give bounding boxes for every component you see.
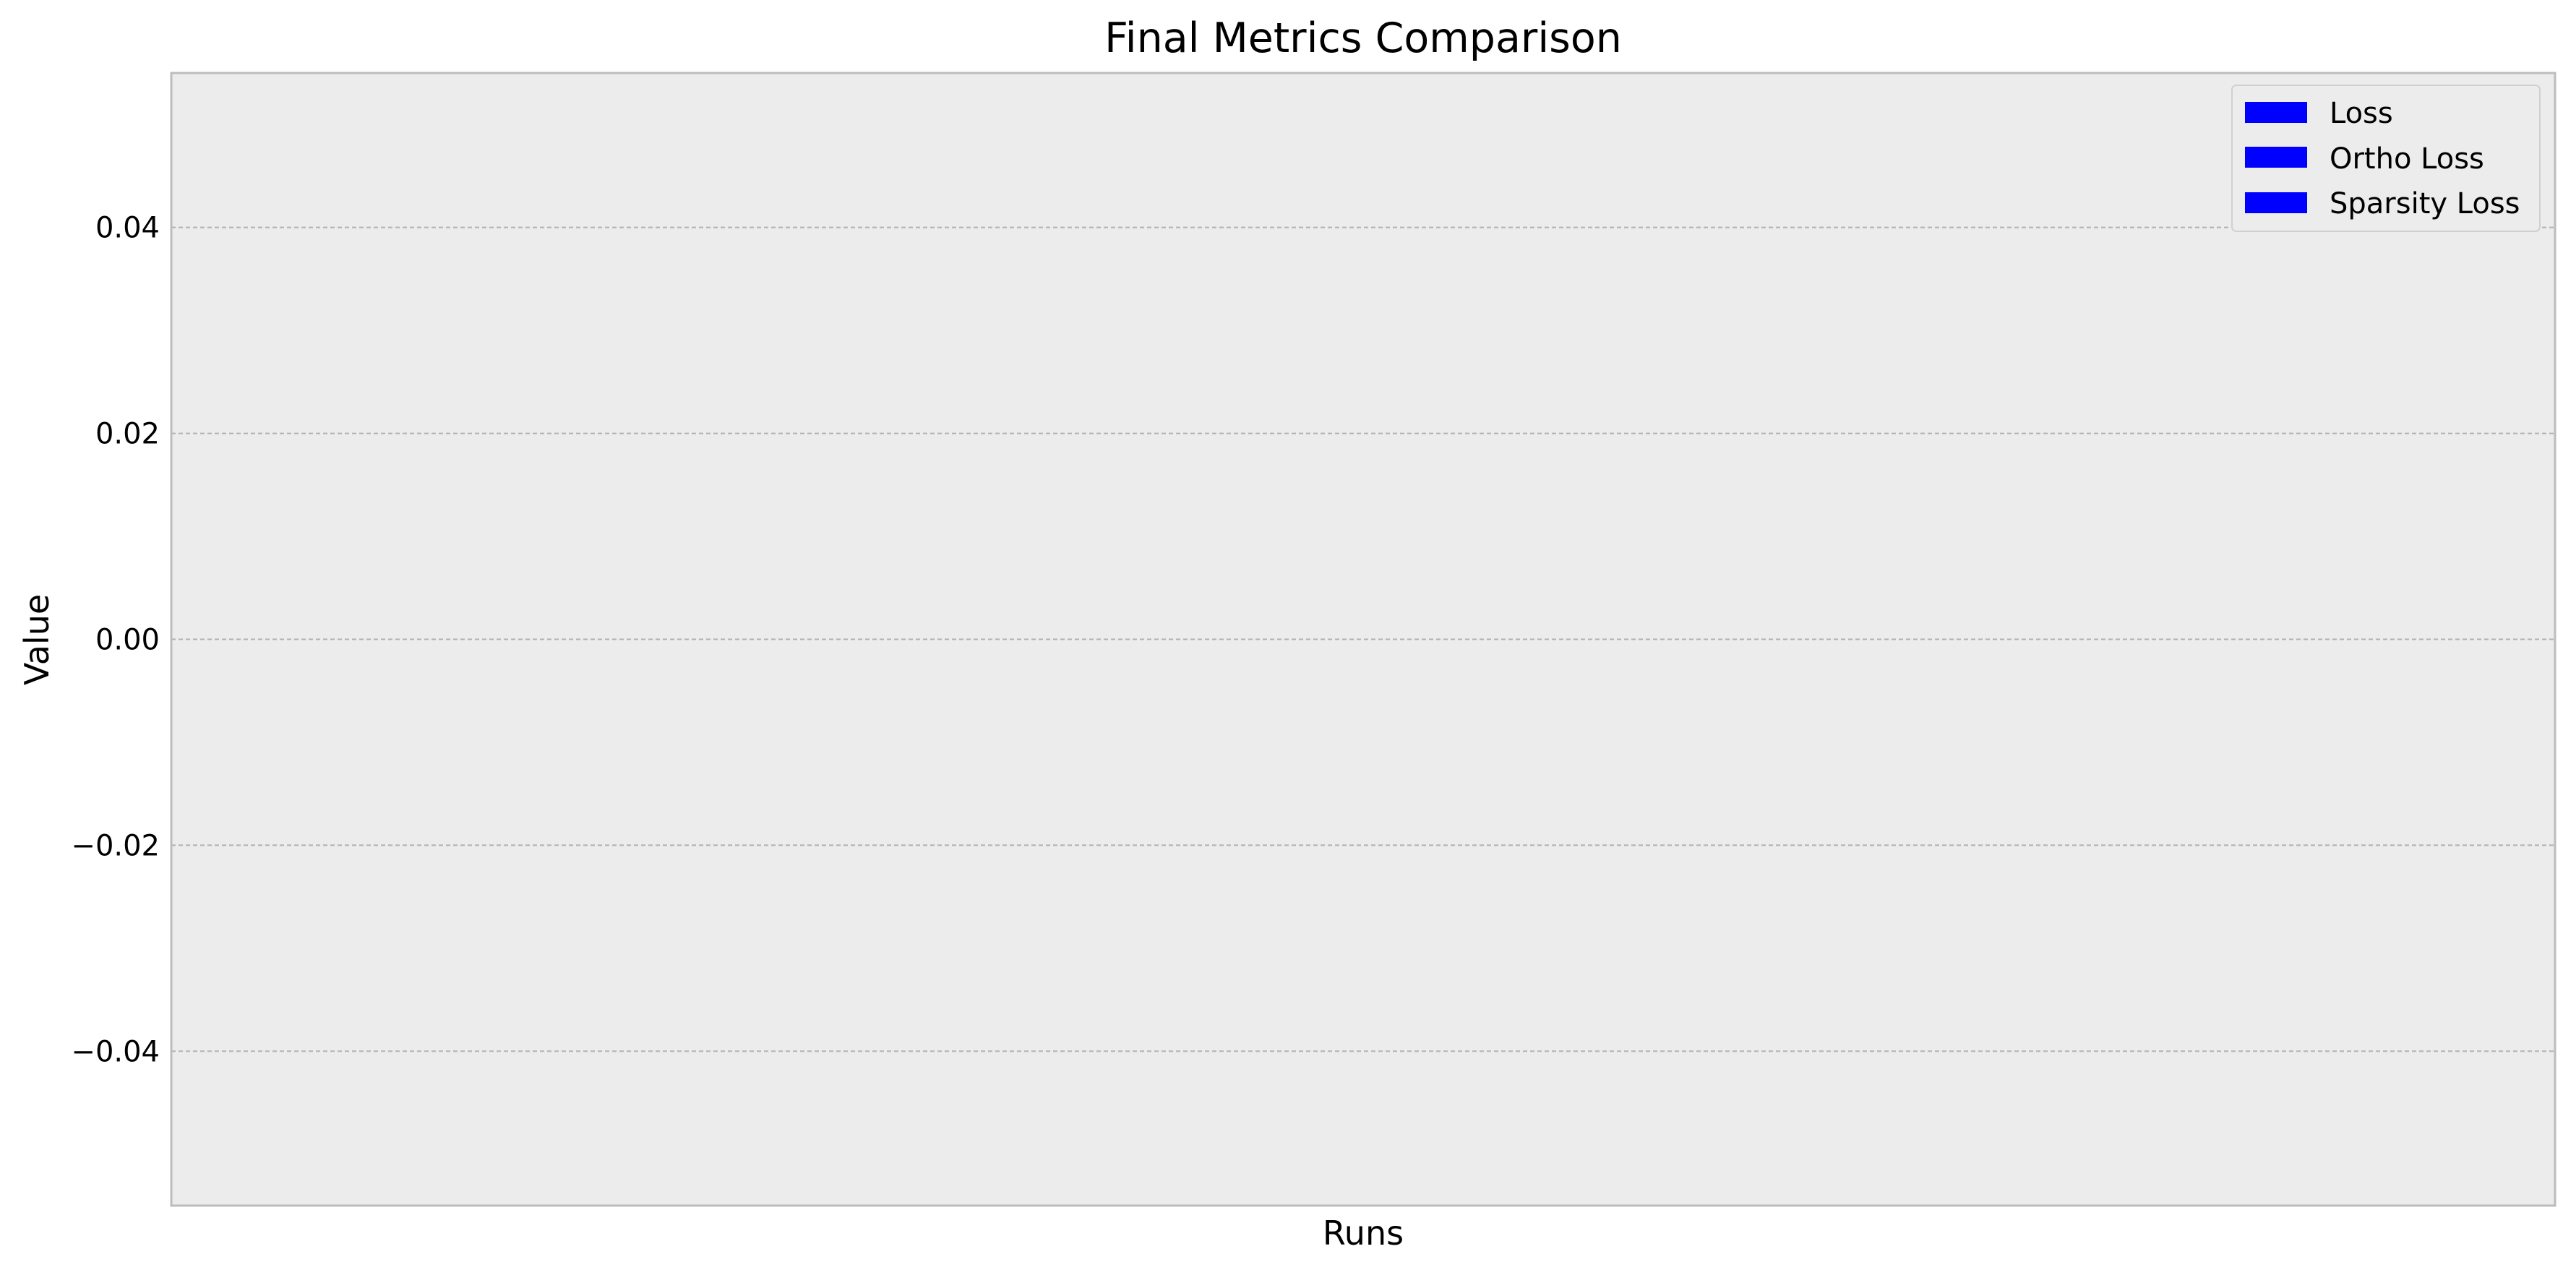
legend-label-ortho-loss: Ortho Loss bbox=[2330, 142, 2484, 176]
legend-label-sparsity-loss: Sparsity Loss bbox=[2330, 187, 2520, 220]
legend-swatch-sparsity-loss bbox=[2245, 192, 2307, 213]
y-tick-label: −0.04 bbox=[71, 1035, 160, 1068]
legend-swatch-loss bbox=[2245, 102, 2307, 123]
legend-label-loss: Loss bbox=[2330, 97, 2393, 130]
plot-frame bbox=[170, 72, 2556, 1207]
y-axis-label: Value bbox=[17, 594, 56, 685]
legend-entry-ortho-loss: Ortho Loss bbox=[2245, 142, 2484, 176]
y-tick-label: 0.00 bbox=[95, 624, 160, 657]
legend-entry-loss: Loss bbox=[2245, 97, 2393, 130]
legend-entry-sparsity-loss: Sparsity Loss bbox=[2245, 187, 2520, 220]
legend: Loss Ortho Loss Sparsity Loss bbox=[2231, 85, 2541, 232]
y-tick-label: 0.02 bbox=[95, 418, 160, 451]
y-tick-labels: −0.04 −0.02 0.00 0.02 0.04 bbox=[71, 212, 160, 1069]
y-tick-label: −0.02 bbox=[71, 829, 160, 862]
legend-box bbox=[2231, 85, 2541, 232]
x-axis-label: Runs bbox=[1323, 1214, 1404, 1253]
chart-title: Final Metrics Comparison bbox=[1104, 14, 1622, 62]
legend-swatch-ortho-loss bbox=[2245, 147, 2307, 168]
y-tick-label: 0.04 bbox=[95, 212, 160, 245]
plot-area bbox=[171, 73, 2555, 1206]
